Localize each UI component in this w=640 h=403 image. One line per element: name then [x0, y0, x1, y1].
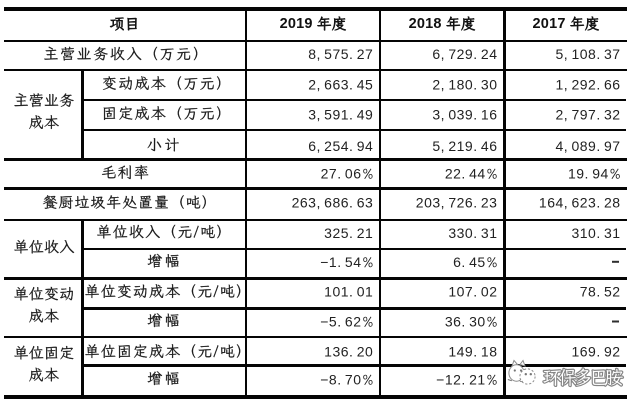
svg-text:环保多巴胺: 环保多巴胺 [543, 365, 624, 390]
